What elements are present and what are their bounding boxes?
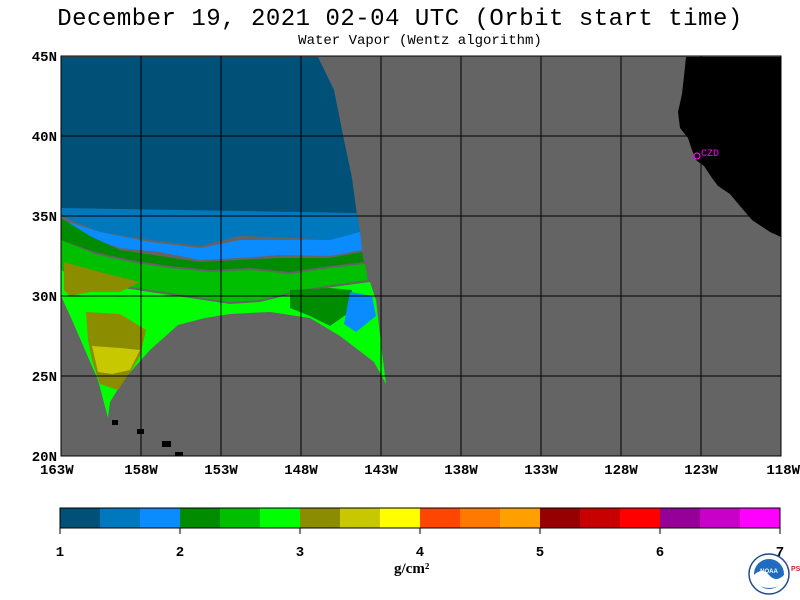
- hawaii-island: [162, 441, 171, 447]
- colorbar: [59, 507, 781, 529]
- swath-band-2.3: [61, 240, 368, 302]
- swath-band-1.3: [61, 208, 360, 246]
- colorbar-swatch: [140, 508, 181, 528]
- colorbar-swatch: [180, 508, 221, 528]
- latitude-labels: 45N 40N 35N 30N 25N 20N: [32, 50, 57, 466]
- station-marker: CZD: [693, 149, 719, 160]
- station-dot-icon: [693, 152, 701, 160]
- colorbar-units: g/cm²: [394, 561, 430, 577]
- lat-label: 35N: [32, 210, 57, 226]
- swath-band-3.0: [64, 262, 140, 296]
- water-vapor-swath: [61, 57, 386, 418]
- lon-label: 163W: [40, 463, 74, 479]
- lat-label: 45N: [32, 50, 57, 66]
- colorbar-swatch: [220, 508, 261, 528]
- hawaii-island: [175, 452, 183, 456]
- colorbar-tick-label: 4: [416, 545, 424, 561]
- map-frame: [60, 55, 782, 457]
- colorbar-swatch: [700, 508, 741, 528]
- noaa-logo-icon: NOAA: [748, 553, 790, 595]
- colorbar-tick-label: 7: [776, 545, 784, 561]
- colorbar-swatch: [340, 508, 381, 528]
- lon-label: 148W: [284, 463, 318, 479]
- lat-lon-grid: [61, 56, 781, 456]
- colorbar-swatch: [420, 508, 461, 528]
- map-title: December 19, 2021 02-04 UTC (Orbit start…: [57, 6, 743, 33]
- lon-label: 138W: [444, 463, 478, 479]
- station-label: CZD: [701, 149, 719, 160]
- colorbar-ticks: 1 2 3 4 5 6 7: [56, 528, 784, 561]
- lon-label: 123W: [684, 463, 718, 479]
- lon-label: 128W: [604, 463, 638, 479]
- colorbar-tick-label: 6: [656, 545, 664, 561]
- colorbar-swatch: [60, 508, 101, 528]
- colorbar-swatch: [460, 508, 501, 528]
- map-subtitle: Water Vapor (Wentz algorithm): [298, 33, 542, 49]
- swath-band-3.5: [92, 346, 140, 374]
- psl-mark: PSL: [791, 566, 800, 573]
- colorbar-swatch: [380, 508, 421, 528]
- lon-label: 143W: [364, 463, 398, 479]
- colorbar-swatch: [300, 508, 341, 528]
- swath-band-2.0: [61, 218, 364, 272]
- swath-band-1.7: [68, 222, 362, 260]
- lat-label: 20N: [32, 450, 57, 466]
- svg-text:NOAA: NOAA: [760, 569, 778, 575]
- colorbar-swatch: [580, 508, 621, 528]
- lon-label: 118W: [766, 463, 800, 479]
- swath-band-2.2: [290, 288, 352, 326]
- colorbar-tick-label: 2: [176, 545, 184, 561]
- hawaii-island: [112, 420, 118, 425]
- lon-label: 153W: [204, 463, 238, 479]
- colorbar-swatch: [620, 508, 661, 528]
- lat-label: 40N: [32, 130, 57, 146]
- longitude-labels: 163W 158W 153W 148W 143W 138W 133W 128W 123W 118W: [40, 463, 800, 479]
- colorbar-swatch: [100, 508, 141, 528]
- swath-band-1.6: [344, 292, 376, 332]
- colorbar-swatch: [540, 508, 581, 528]
- lat-label: 25N: [32, 370, 57, 386]
- lat-label: 30N: [32, 290, 57, 306]
- colorbar-tick-label: 1: [56, 545, 64, 561]
- lon-label: 133W: [524, 463, 558, 479]
- california-coast: [678, 57, 781, 237]
- colorbar-tick-label: 3: [296, 545, 304, 561]
- colorbar-tick-label: 5: [536, 545, 544, 561]
- colorbar-swatch: [660, 508, 701, 528]
- colorbar-swatch: [260, 508, 301, 528]
- lon-label: 158W: [124, 463, 158, 479]
- colorbar-swatch: [740, 508, 781, 528]
- colorbar-swatch: [500, 508, 541, 528]
